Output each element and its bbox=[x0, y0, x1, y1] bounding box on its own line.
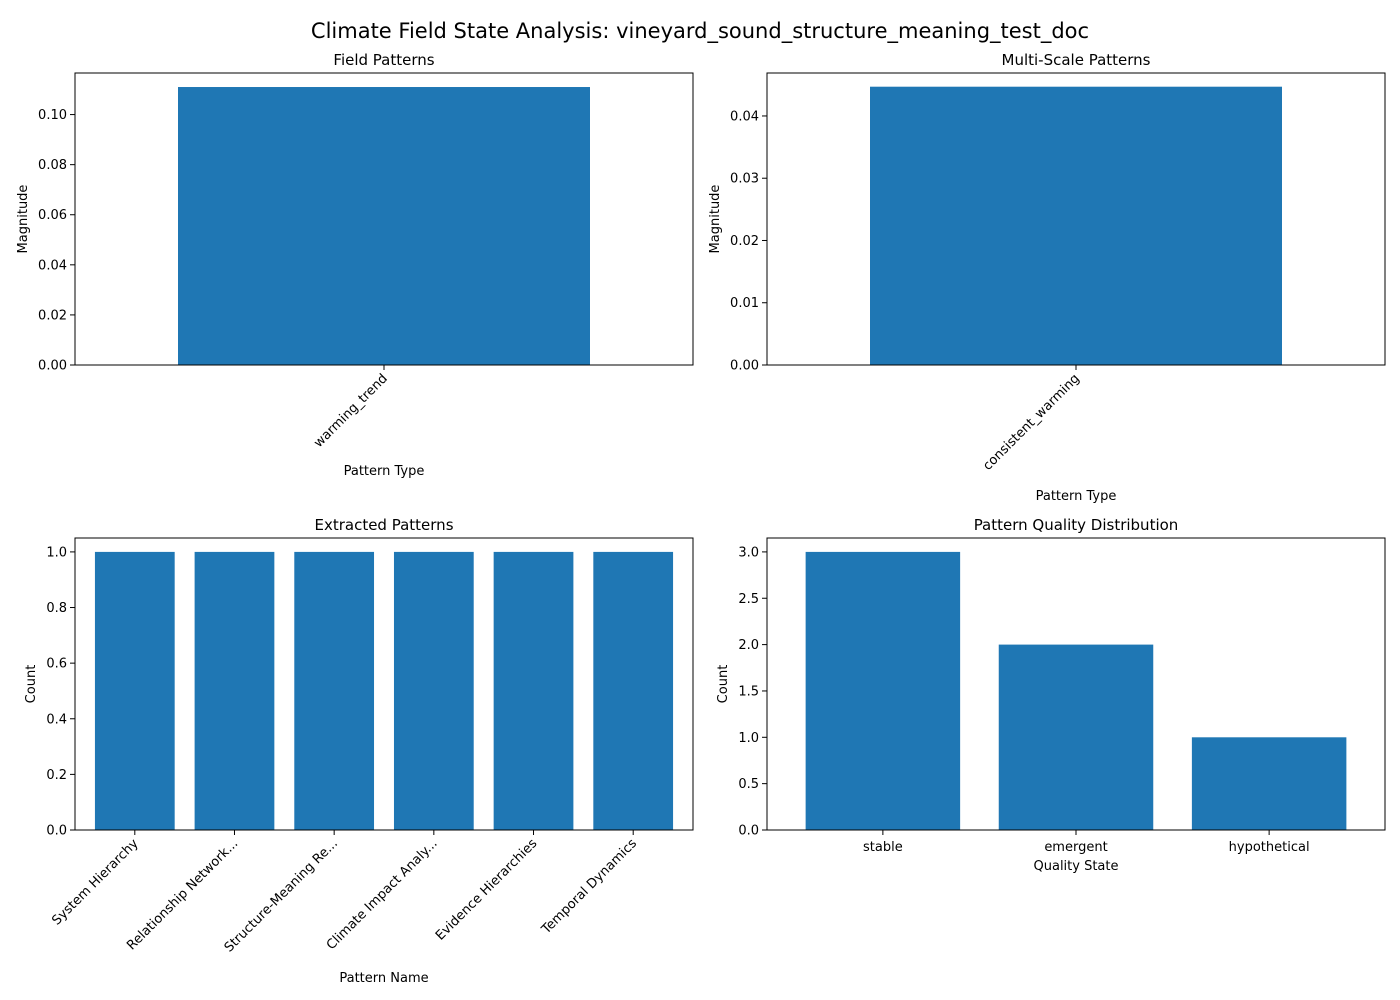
y-axis-label: Count bbox=[24, 665, 39, 704]
y-axis-label: Magnitude bbox=[708, 185, 723, 254]
bar-emergent bbox=[998, 644, 1154, 830]
y-axis-label: Count bbox=[716, 665, 731, 704]
charts-grid: 0.00 0.02 0.04 0.06 0.08 0.10 warming_trend Fie… bbox=[16, 51, 1386, 986]
y-tick-label: 0.0 bbox=[738, 824, 759, 839]
y-tick-label: 0.5 bbox=[738, 777, 759, 792]
chart-title: Extracted Patterns bbox=[314, 516, 453, 534]
bar-warming-trend bbox=[178, 87, 590, 366]
x-tick-label: stable bbox=[863, 840, 903, 855]
bar-hypothetical bbox=[1191, 737, 1347, 830]
bar-system-hierarchy bbox=[94, 551, 175, 830]
chart-title: Multi-Scale Patterns bbox=[1002, 51, 1151, 69]
chart-2: 0.00 0.01 0.02 0.03 0.04 consistent_warming Mu… bbox=[708, 51, 1386, 504]
y-tick-label: 2.5 bbox=[738, 592, 759, 607]
chart-title: Field Patterns bbox=[333, 51, 434, 69]
x-axis-label: Pattern Name bbox=[339, 971, 428, 986]
x-tick-label: Relationship Network... bbox=[124, 836, 241, 953]
figure-title: Climate Field State Analysis: vineyard_s… bbox=[311, 19, 1089, 44]
chart-title: Pattern Quality Distribution bbox=[974, 516, 1179, 534]
bar-consistent-warming bbox=[870, 86, 1282, 365]
y-tick-label: 0.6 bbox=[46, 657, 67, 672]
y-tick-label: 1.0 bbox=[46, 545, 67, 560]
x-tick-label: Evidence Hierarchies bbox=[433, 836, 541, 944]
y-tick-label: 0.00 bbox=[730, 359, 759, 374]
y-tick-label: 0.4 bbox=[46, 712, 67, 727]
x-tick-label: warming_trend bbox=[311, 371, 391, 451]
y-tick-label: 0.0 bbox=[46, 824, 67, 839]
y-tick-label: 0.01 bbox=[730, 296, 759, 311]
y-tick-label: 0.02 bbox=[38, 308, 67, 323]
bar-climate-impact-analy bbox=[393, 551, 474, 830]
bar-evidence-hierarchies bbox=[493, 551, 574, 830]
y-tick-label: 0.10 bbox=[38, 108, 67, 123]
chart-1: 0.00 0.02 0.04 0.06 0.08 0.10 warming_trend Fie… bbox=[16, 51, 694, 479]
chart-3: 0.0 0.2 0.4 0.6 0.8 1.0 System HierarchyRelati… bbox=[24, 516, 694, 986]
y-tick-label: 3.0 bbox=[738, 545, 759, 560]
y-axis-label: Magnitude bbox=[16, 185, 31, 254]
x-tick-label: hypothetical bbox=[1229, 840, 1310, 855]
x-axis-label: Pattern Type bbox=[344, 464, 425, 479]
x-tick-label: Climate Impact Analy... bbox=[324, 836, 441, 953]
x-axis-label: Pattern Type bbox=[1036, 489, 1117, 504]
bar-structure-meaning-re bbox=[294, 551, 375, 830]
y-tick-label: 2.0 bbox=[738, 638, 759, 653]
y-tick-label: 0.02 bbox=[730, 234, 759, 249]
x-tick-label: consistent_warming bbox=[980, 371, 1082, 473]
y-tick-label: 0.00 bbox=[38, 359, 67, 374]
y-tick-label: 0.04 bbox=[730, 109, 759, 124]
y-tick-label: 1.5 bbox=[738, 684, 759, 699]
x-tick-label: emergent bbox=[1044, 840, 1107, 855]
chart-4: 0.0 0.5 1.0 1.5 2.0 2.5 3.0 stable emergent hypot… bbox=[716, 516, 1386, 874]
x-axis-label: Quality State bbox=[1034, 859, 1119, 874]
y-tick-label: 0.2 bbox=[46, 768, 67, 783]
y-tick-label: 1.0 bbox=[738, 731, 759, 746]
x-tick-label: Structure-Meaning Re... bbox=[222, 836, 341, 955]
y-tick-label: 0.03 bbox=[730, 172, 759, 187]
y-tick-label: 0.8 bbox=[46, 601, 67, 616]
y-tick-label: 0.08 bbox=[38, 158, 67, 173]
y-tick-label: 0.06 bbox=[38, 208, 67, 223]
bar-temporal-dynamics bbox=[593, 551, 674, 830]
bar-stable bbox=[805, 551, 961, 830]
x-tick-label: Temporal Dynamics bbox=[538, 836, 640, 938]
y-tick-label: 0.04 bbox=[38, 258, 67, 273]
axes-frame bbox=[74, 537, 694, 831]
x-tick-label: System Hierarchy bbox=[49, 836, 141, 928]
bar-relationship-network bbox=[194, 551, 275, 830]
